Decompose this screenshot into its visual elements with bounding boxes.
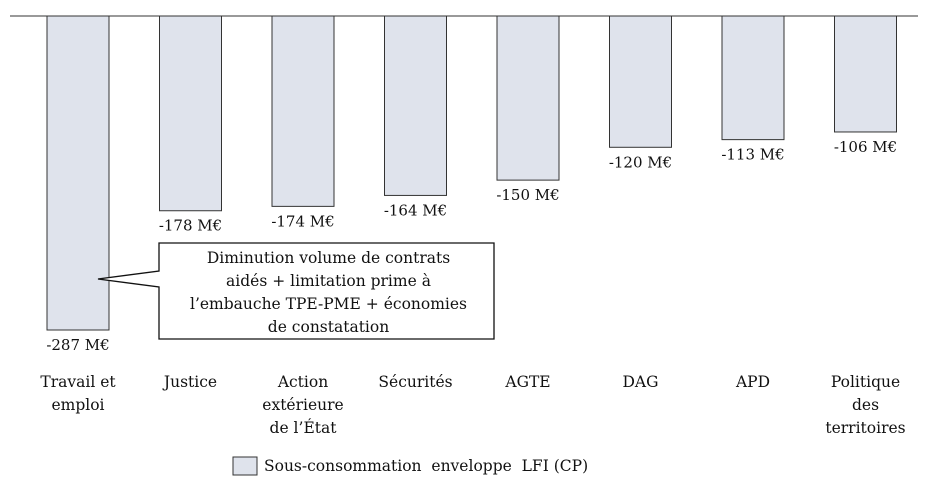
category-label-6: APD xyxy=(735,373,770,391)
annotation-callout: Diminution volume de contrats aidés + lim… xyxy=(97,242,495,340)
category-label-0: Travail et emploi xyxy=(40,373,116,414)
category-label-2: Action extérieure de l’État xyxy=(262,373,343,437)
legend-label: Sous-consommation enveloppe LFI (CP) xyxy=(264,457,588,475)
category-label-line: Travail et xyxy=(40,373,116,391)
bar-2 xyxy=(271,15,335,207)
category-label-line: emploi xyxy=(51,396,104,414)
value-label-4: -150 M€ xyxy=(496,186,559,204)
category-labels-layer: Travail et emploi Justice Action extérieure d… xyxy=(40,373,905,437)
callout-box xyxy=(97,242,495,340)
callout-text-line-1: aidés + limitation prime à xyxy=(226,272,431,290)
value-labels-layer: -287 M€ -178 M€ -174 M€ -164 M€ -150 M€ -120 … xyxy=(46,138,897,354)
category-label-line: APD xyxy=(735,373,770,391)
value-label-5: -120 M€ xyxy=(609,153,672,171)
bar-6 xyxy=(721,15,785,141)
category-label-line: Sécurités xyxy=(378,373,452,391)
category-label-line: extérieure xyxy=(262,396,343,414)
category-label-line: Justice xyxy=(162,373,217,391)
bar-0 xyxy=(46,15,110,331)
category-label-line: DAG xyxy=(622,373,658,391)
category-label-line: des xyxy=(852,396,879,414)
category-label-line: AGTE xyxy=(504,373,550,391)
bars-layer xyxy=(46,15,897,331)
category-label-line: territoires xyxy=(825,419,905,437)
category-label-7: Politique des territoires xyxy=(825,373,905,437)
bar-3 xyxy=(384,15,447,196)
value-label-3: -164 M€ xyxy=(384,201,447,219)
legend: Sous-consommation enveloppe LFI (CP) xyxy=(232,456,588,476)
category-label-line: Politique xyxy=(831,373,900,391)
bar-5 xyxy=(609,15,672,148)
value-label-2: -174 M€ xyxy=(271,212,334,230)
value-label-7: -106 M€ xyxy=(834,138,897,156)
category-label-line: de l’État xyxy=(270,419,338,437)
bar-1 xyxy=(159,15,222,212)
bar-4 xyxy=(496,15,560,181)
callout-text-line-0: Diminution volume de contrats xyxy=(207,249,450,267)
legend-swatch xyxy=(232,456,258,476)
category-label-line: Action xyxy=(277,373,328,391)
bar-7 xyxy=(834,15,897,133)
callout-text-line-2: l’embauche TPE-PME + économies xyxy=(190,295,467,313)
value-label-1: -178 M€ xyxy=(159,217,222,235)
value-label-6: -113 M€ xyxy=(721,146,784,164)
category-label-5: DAG xyxy=(622,373,658,391)
value-label-0: -287 M€ xyxy=(46,336,109,354)
callout-text-line-3: de constatation xyxy=(268,318,389,336)
category-label-3: Sécurités xyxy=(378,373,452,391)
category-label-1: Justice xyxy=(162,373,217,391)
category-label-4: AGTE xyxy=(504,373,550,391)
